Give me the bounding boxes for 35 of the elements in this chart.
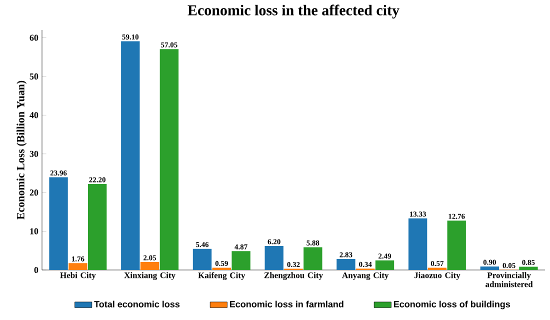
bar [140,262,160,270]
bar [121,41,140,270]
y-tick-label: 10 [30,228,38,234]
legend-label: Economic loss of buildings [394,300,510,310]
bar [264,246,284,270]
bar [192,248,212,270]
y-axis-title: Economic Loss (Billion Yuan) [16,80,27,220]
bar [447,220,466,270]
legend-label: Total economic loss [94,300,180,308]
x-tick-label: Provincially administered [486,272,533,288]
bar [232,251,250,270]
bar [519,266,538,270]
x-tick-label: Zhengzhou City [264,272,323,280]
x-tick-label: Jiaozuo City [414,272,460,280]
bar [336,259,356,270]
y-tick-label: 30 [30,150,38,157]
y-tick-label: 20 [30,190,38,196]
y-tick-label: 50 [30,73,38,80]
bar [68,263,88,270]
y-tick-label: 60 [30,34,38,41]
bar [88,184,107,270]
x-tick-label: Anyang City [342,272,389,280]
bar [375,260,394,270]
bar [304,247,322,270]
x-tick-label: Hebi City [60,272,96,280]
bar [408,218,428,270]
y-tick-label: 40 [30,112,38,118]
bar [160,49,179,270]
y-tick-label: 0 [34,266,38,274]
x-tick-label: Xinxiang City [124,272,176,280]
bar [480,266,500,270]
chart-title: Economic loss in the affected city [188,4,400,18]
bar [49,177,68,270]
legend-label: Economic loss in farmland [230,300,344,308]
x-tick-label: Kaifeng City [198,272,246,280]
